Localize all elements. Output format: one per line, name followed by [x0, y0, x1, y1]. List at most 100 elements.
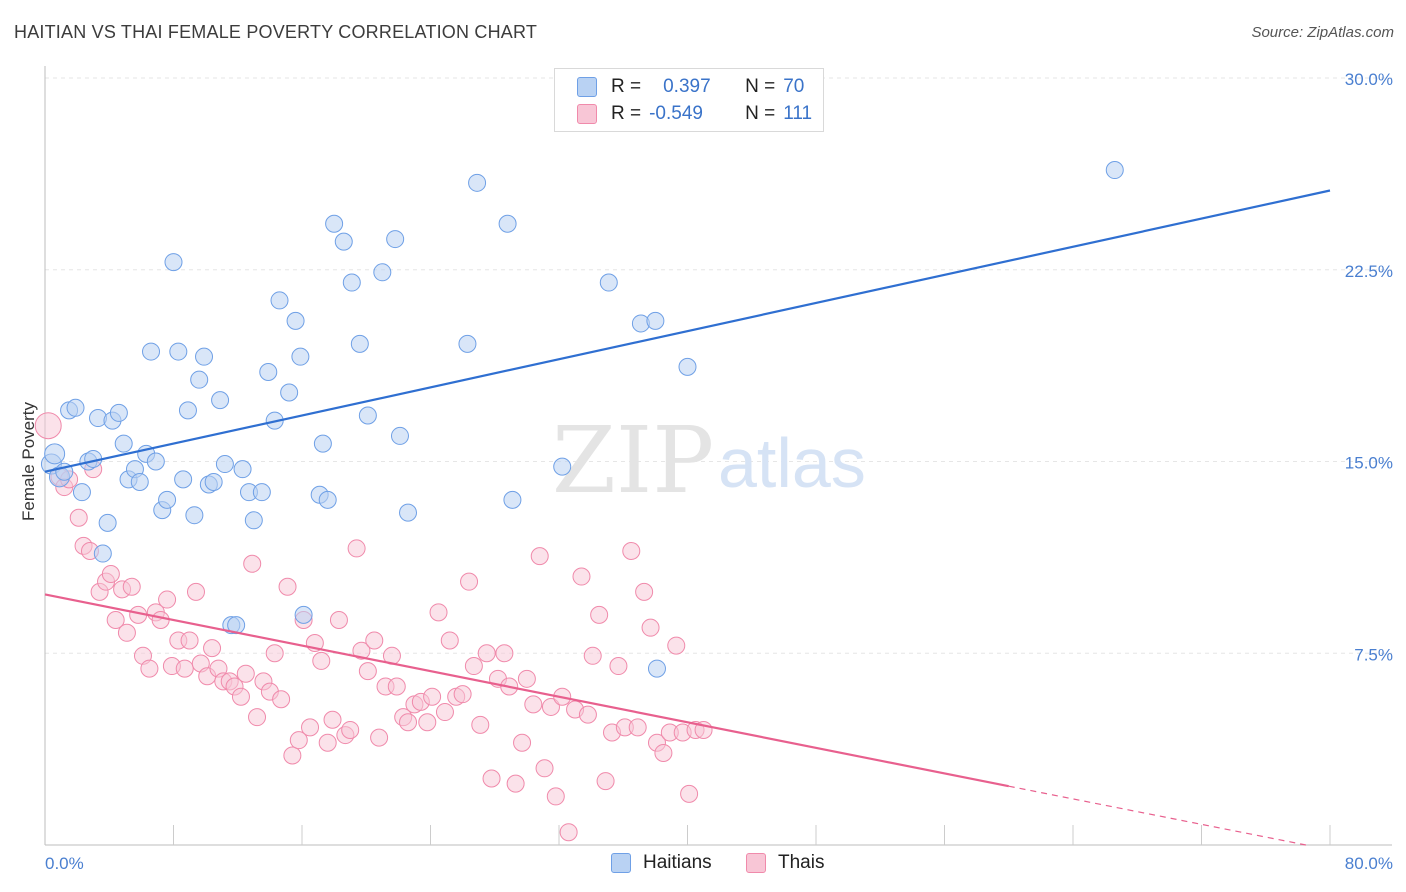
- thais-point: [186, 582, 205, 601]
- thais-point: [559, 823, 578, 842]
- thais-point: [517, 669, 536, 688]
- haitians-r-value: 0.397: [663, 76, 711, 97]
- haitians-point: [399, 503, 418, 522]
- thais-point: [471, 715, 490, 734]
- thais-points: [34, 412, 713, 842]
- thais-point: [358, 662, 377, 681]
- x-tick-label: 80.0%: [1345, 854, 1393, 873]
- haitians-point: [325, 214, 344, 233]
- thais-point: [180, 631, 199, 650]
- thais-point: [635, 582, 654, 601]
- thais-point: [628, 718, 647, 737]
- thais-point: [329, 611, 348, 630]
- thais-point: [590, 605, 609, 624]
- haitians-point: [215, 455, 234, 474]
- haitians-point: [386, 230, 405, 249]
- thais-point: [495, 644, 514, 663]
- correlation-legend: R = 0.397 N = 70 R = -0.549 N = 111: [554, 68, 824, 132]
- thais-r-value: -0.549: [649, 103, 703, 124]
- thais-point: [654, 743, 673, 762]
- y-axis-label: Female Poverty: [19, 401, 38, 521]
- thais-point: [323, 710, 342, 729]
- legend-row-thais: R = -0.549 N = 111: [577, 101, 812, 127]
- thais-point: [341, 720, 360, 739]
- thais-point: [69, 508, 88, 527]
- haitians-point: [313, 434, 332, 453]
- thais-point: [460, 572, 479, 591]
- thais-point: [541, 697, 560, 716]
- thais-point: [318, 733, 337, 752]
- thais-point: [435, 703, 454, 722]
- haitians-point: [66, 398, 85, 417]
- thais-point: [506, 774, 525, 793]
- haitians-point: [142, 342, 161, 361]
- haitians-point: [98, 513, 117, 532]
- haitians-point: [158, 490, 177, 509]
- y-tick-label: 7.5%: [1354, 645, 1393, 664]
- thais-point: [365, 631, 384, 650]
- thais-point: [283, 746, 302, 765]
- haitians-points: [40, 161, 1124, 678]
- haitians-point: [599, 273, 618, 292]
- axis-labels: 7.5% 15.0% 22.5% 30.0% 0.0% 80.0% Female Pover…: [19, 70, 1393, 873]
- haitians-point: [318, 490, 337, 509]
- haitians-point: [109, 403, 128, 422]
- thais-point: [265, 644, 284, 663]
- watermark-atlas: atlas: [718, 424, 866, 502]
- thais-point: [429, 603, 448, 622]
- thais-point: [101, 564, 120, 583]
- thais-point: [272, 690, 291, 709]
- y-tick-label: 22.5%: [1345, 262, 1393, 281]
- haitians-point: [211, 391, 230, 410]
- thais-point: [535, 759, 554, 778]
- haitians-point: [294, 605, 313, 624]
- n-label: N =: [745, 76, 776, 97]
- haitians-point: [244, 511, 263, 530]
- thais-point: [418, 713, 437, 732]
- y-tick-label: 30.0%: [1345, 70, 1393, 89]
- thais-point: [34, 412, 62, 440]
- haitians-n-value: 70: [783, 76, 805, 97]
- thais-point: [464, 657, 483, 676]
- haitians-point: [468, 173, 487, 192]
- thais-trend-extension: [1008, 785, 1307, 846]
- haitians-point: [291, 347, 310, 366]
- thais-point: [453, 685, 472, 704]
- thais-swatch: [577, 104, 597, 124]
- chart-title: HAITIAN VS THAI FEMALE POVERTY CORRELATI…: [14, 22, 538, 42]
- haitians-point: [227, 616, 246, 635]
- n-label: N =: [745, 103, 776, 124]
- thais-point: [667, 636, 686, 655]
- haitians-point: [169, 342, 188, 361]
- thais-point: [578, 705, 597, 724]
- haitians-point: [286, 311, 305, 330]
- bottom-legend-thais: Thais: [746, 852, 824, 874]
- watermark-zip: ZIP: [552, 407, 714, 514]
- thais-point: [513, 733, 532, 752]
- haitians-point: [270, 291, 289, 310]
- thais-point: [370, 728, 389, 747]
- haitians-point: [259, 363, 278, 382]
- haitians-legend-swatch: [611, 853, 631, 873]
- haitians-point: [646, 311, 665, 330]
- y-tick-label: 15.0%: [1345, 454, 1393, 473]
- haitians-point: [233, 460, 252, 479]
- thais-point: [530, 547, 549, 566]
- thais-point: [609, 657, 628, 676]
- thais-point: [301, 718, 320, 737]
- bottom-legend-haitians: Haitians: [611, 852, 712, 874]
- thais-point: [248, 708, 267, 727]
- thais-point: [312, 651, 331, 670]
- r-label: R =: [611, 103, 642, 124]
- thais-point: [440, 631, 459, 650]
- haitians-point: [498, 214, 517, 233]
- thais-point: [175, 659, 194, 678]
- thais-point: [236, 664, 255, 683]
- thais-n-value: 111: [783, 103, 813, 124]
- haitians-trend-line: [44, 189, 1331, 473]
- thais-point: [122, 577, 141, 596]
- haitians-point: [190, 370, 209, 389]
- thais-point: [347, 539, 366, 558]
- haitians-point: [44, 443, 66, 465]
